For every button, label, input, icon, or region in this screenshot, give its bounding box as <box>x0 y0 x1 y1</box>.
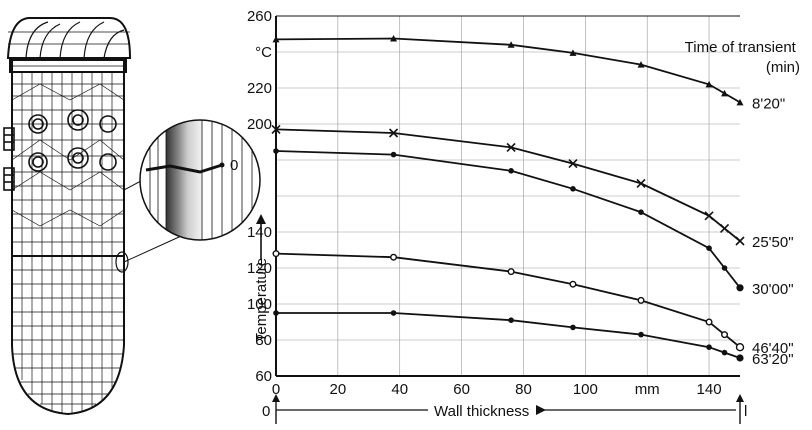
data-point <box>638 331 644 338</box>
data-point <box>569 280 577 288</box>
series-line <box>275 37 741 104</box>
wall-thickness-axis: 0 Wall thickness l <box>262 394 747 424</box>
detail-magnifier: 0 <box>139 119 261 241</box>
data-point <box>638 209 644 215</box>
x-tick-label: 0 <box>272 381 280 398</box>
data-point <box>735 343 745 352</box>
data-point <box>636 178 646 188</box>
chart-grid <box>275 15 740 377</box>
data-point <box>570 186 576 192</box>
x-tick-label: 100 <box>573 381 598 398</box>
series-line <box>275 128 741 242</box>
data-point <box>273 310 279 316</box>
data-point <box>388 128 399 138</box>
series-lines <box>271 35 745 362</box>
series-label: 63'20" <box>752 351 794 368</box>
data-point <box>508 168 514 174</box>
data-point <box>506 142 516 152</box>
y-tick-labels: 260 °C 220 200 140 120 100 80 60 <box>247 8 272 385</box>
data-point <box>721 331 729 339</box>
data-point <box>637 296 645 304</box>
y-tick-label: 60 <box>255 368 272 385</box>
data-point <box>390 35 398 42</box>
series-label: 46'40" <box>752 340 794 357</box>
x-tick-label: mm <box>635 381 660 398</box>
y-tick-label: 100 <box>247 296 272 313</box>
data-point <box>721 265 728 271</box>
series-label: 8'20" <box>752 95 785 112</box>
y-tick-label: 220 <box>247 80 272 97</box>
x-tick-label: 20 <box>330 381 347 398</box>
data-point <box>706 245 712 251</box>
data-point <box>706 344 712 351</box>
detail-label: 0 <box>230 157 238 174</box>
y-tick-label: 120 <box>247 260 272 277</box>
temperature-chart: 0 20 40 60 80 100 mm 140 260 °C 220 200 140 120 100 80… <box>247 8 800 424</box>
chart-axes <box>275 15 740 377</box>
svg-text:Temperature: Temperature <box>253 258 270 342</box>
data-point <box>390 310 397 316</box>
data-point <box>735 236 745 246</box>
y-tick-label: 80 <box>255 332 272 349</box>
wall-start-label: 0 <box>262 403 270 420</box>
data-point <box>508 317 514 324</box>
x-tick-label: 60 <box>453 381 470 398</box>
wall-end-label: l <box>744 403 747 420</box>
series-labels: 8'20" 25'50" 30'00" 46'40"63'20" <box>752 95 794 368</box>
y-axis-title: Temperature <box>253 214 270 342</box>
data-point <box>736 98 744 106</box>
data-point <box>719 223 730 233</box>
data-point <box>272 250 280 258</box>
series-line <box>275 252 741 348</box>
data-point <box>704 211 714 221</box>
series-label: 30'00" <box>752 281 794 298</box>
series-line <box>275 150 741 289</box>
x-tick-label: 140 <box>697 381 722 398</box>
data-point <box>721 89 729 97</box>
y-tick-label: 140 <box>247 224 272 241</box>
data-point <box>569 49 577 56</box>
data-point <box>570 324 576 331</box>
y-tick-label: 260 <box>247 8 272 25</box>
y-tick-label: °C <box>255 44 272 61</box>
data-point <box>736 284 744 292</box>
data-point <box>705 318 713 326</box>
legend-title: Time of transient (min) <box>685 39 800 76</box>
data-point <box>271 124 281 134</box>
x-tick-label: 80 <box>515 381 532 398</box>
data-point <box>705 80 713 88</box>
data-point <box>272 35 280 43</box>
data-point <box>390 151 397 158</box>
data-point <box>507 268 515 276</box>
data-point <box>568 159 578 169</box>
data-point <box>736 354 744 362</box>
data-point <box>390 253 398 261</box>
data-point <box>721 349 728 356</box>
x-tick-label: 40 <box>391 381 408 398</box>
data-point <box>637 61 645 68</box>
x-tick-labels: 0 20 40 60 80 100 mm 140 <box>272 381 722 398</box>
data-point <box>507 41 515 48</box>
vessel-illustration <box>3 17 191 416</box>
series-label: 25'50" <box>752 234 794 251</box>
series-line <box>276 312 741 359</box>
x-axis-title: Wall thickness <box>434 403 529 420</box>
data-point <box>273 148 279 154</box>
y-tick-label: 200 <box>247 116 272 133</box>
